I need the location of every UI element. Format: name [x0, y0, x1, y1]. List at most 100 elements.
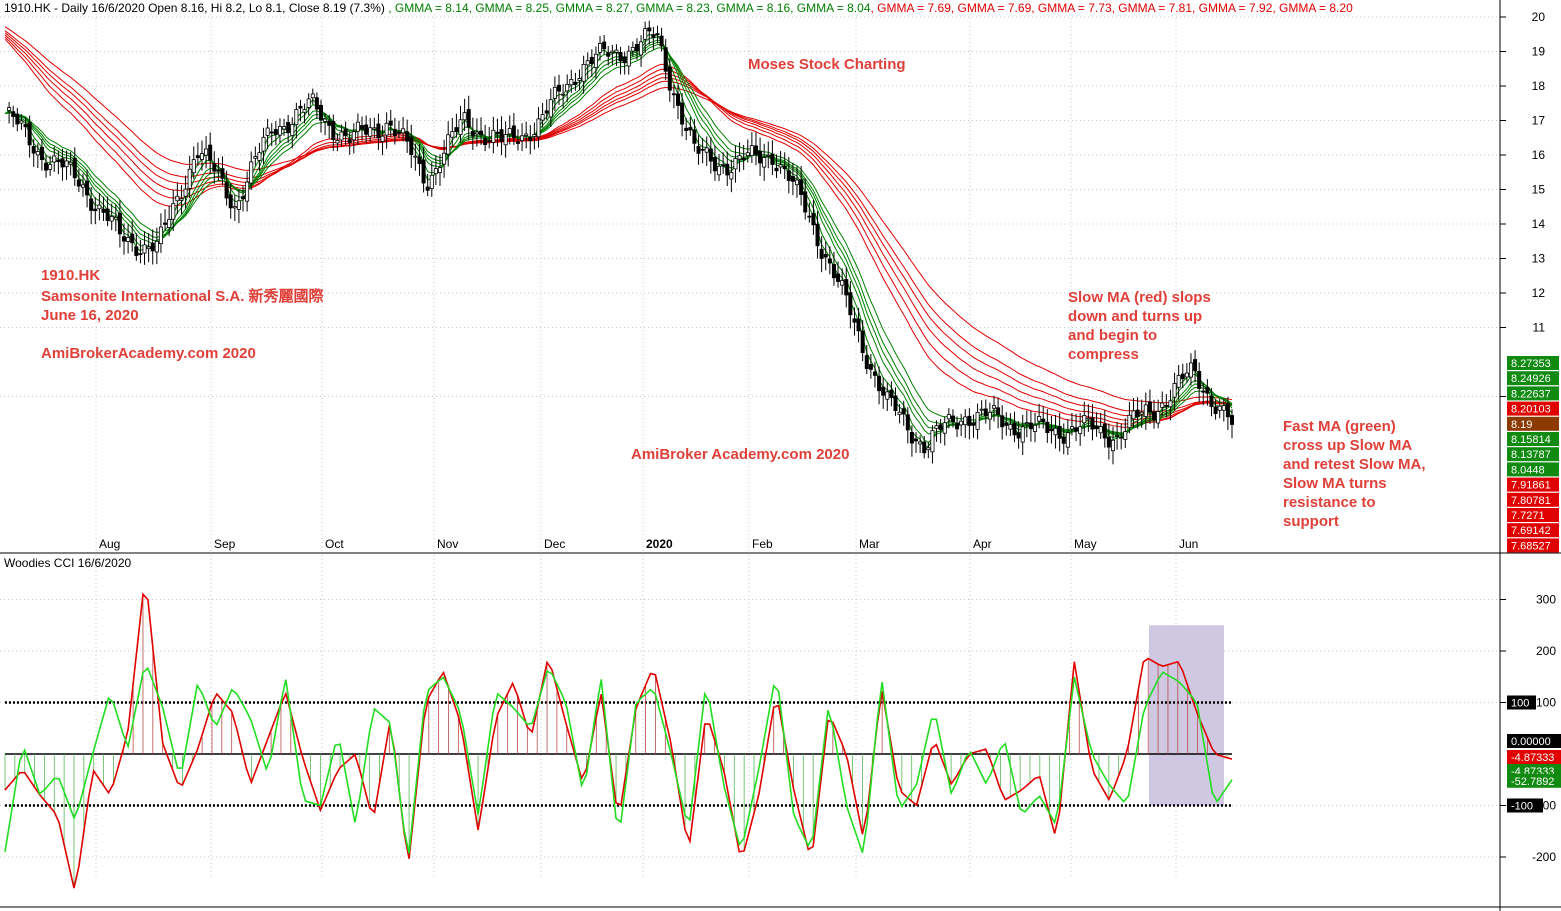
candle-body: [1028, 422, 1033, 430]
cci-badge-text-2: -4.87333: [1511, 752, 1554, 764]
price-tick-label-1: 19: [1532, 45, 1546, 59]
candle: [392, 117, 397, 145]
candle: [388, 109, 393, 138]
candle: [934, 420, 939, 442]
candle: [302, 103, 307, 124]
candle-body: [528, 136, 533, 142]
candle-body: [372, 127, 377, 130]
candle: [959, 413, 964, 437]
candle-body: [85, 180, 90, 196]
candle: [39, 139, 44, 171]
candle-body: [639, 41, 644, 56]
candle-body: [150, 242, 155, 252]
candle: [782, 152, 787, 179]
candle: [228, 183, 233, 219]
candle-body: [881, 386, 886, 396]
candle-body: [1119, 436, 1124, 439]
fast-ma-line-3: [4, 41, 1233, 436]
candle-body: [634, 44, 639, 52]
candle-body: [396, 131, 401, 134]
cci-badge-text-5: -100: [1511, 801, 1533, 813]
candle: [630, 41, 635, 57]
slow-ma-line-4: compress: [1068, 346, 1139, 363]
cci-badge-2: [1507, 750, 1561, 764]
candle: [1110, 426, 1115, 465]
candle-body: [1152, 411, 1157, 421]
candle-body: [815, 223, 820, 247]
price-badge-text-10: 7.7271: [1511, 510, 1545, 522]
candle: [671, 84, 676, 109]
slow-ma-line-5: [4, 26, 1233, 404]
candle-body: [1057, 425, 1062, 439]
candle: [692, 119, 697, 152]
candle: [1053, 414, 1058, 449]
candle-body: [721, 164, 726, 167]
candle-body: [938, 424, 943, 430]
slow-ma-line-1: [4, 36, 1233, 425]
candle-body: [987, 411, 992, 420]
candle: [368, 117, 373, 142]
candle: [282, 118, 287, 136]
candle: [1160, 391, 1165, 417]
candle: [479, 117, 484, 145]
candle-body: [339, 131, 344, 141]
month-label-10: Jun: [1179, 537, 1198, 551]
price-badge-text-8: 7.91861: [1511, 480, 1551, 492]
candle-body: [630, 46, 635, 52]
candle: [138, 239, 143, 264]
candle-body: [561, 93, 566, 96]
candle: [163, 209, 168, 231]
candle: [639, 35, 644, 67]
candle: [1020, 414, 1025, 456]
candle-body: [1176, 375, 1181, 388]
candle-body: [241, 196, 246, 200]
candle: [1172, 372, 1177, 411]
candle: [799, 165, 804, 206]
price-badge-11: [1507, 523, 1559, 538]
candle: [101, 196, 106, 221]
candle-body: [158, 226, 163, 244]
candle: [126, 224, 131, 254]
candle: [409, 124, 414, 169]
candle: [901, 400, 906, 426]
candle: [766, 141, 771, 169]
candle: [634, 38, 639, 60]
candle-body: [19, 120, 24, 124]
candle: [868, 354, 873, 379]
candle-body: [606, 52, 611, 57]
candle: [905, 407, 910, 444]
candle-body: [790, 176, 795, 182]
candle-body: [934, 425, 939, 429]
candle: [507, 115, 512, 145]
candle-body: [967, 415, 972, 427]
candle-body: [696, 146, 701, 154]
candlesticks: [7, 20, 1235, 465]
candle-body: [598, 43, 603, 53]
candle-body: [105, 208, 110, 222]
candle-body: [298, 105, 303, 109]
candle-body: [442, 152, 447, 165]
candle-body: [901, 408, 906, 415]
candle: [520, 123, 525, 152]
candle-body: [827, 258, 832, 264]
candle: [881, 377, 886, 409]
candle-body: [109, 215, 114, 222]
candle: [762, 143, 767, 181]
candle: [109, 203, 114, 231]
candle-body: [80, 184, 85, 188]
candle-body: [1061, 436, 1066, 444]
candle-body: [474, 131, 479, 135]
candle: [651, 26, 656, 50]
candle: [360, 116, 365, 141]
company-annotation: Samsonite International S.A. 新秀麗國際: [41, 287, 325, 305]
candle-body: [470, 130, 475, 137]
candle: [950, 409, 955, 428]
candle: [606, 46, 611, 66]
candle-body: [1086, 417, 1091, 420]
candle-body: [429, 174, 434, 189]
candle-body: [487, 140, 492, 143]
cci-badge-4: [1507, 773, 1561, 788]
candle: [585, 52, 590, 79]
candle: [413, 143, 418, 171]
candle: [245, 171, 250, 212]
